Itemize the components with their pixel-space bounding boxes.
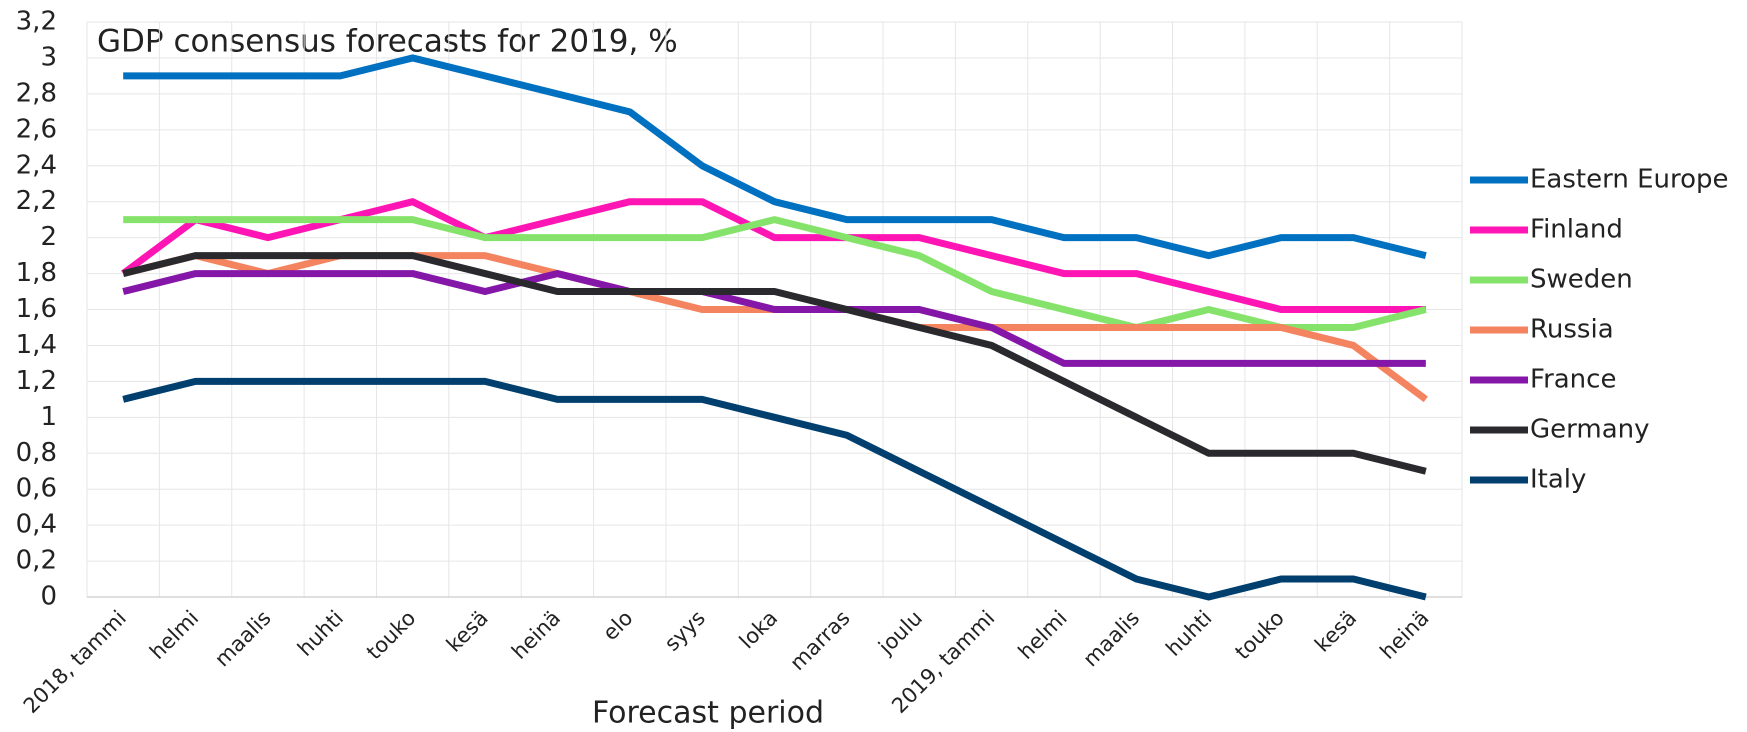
plot: 0 0,2 0,4 0,6 0,8 1 1,2 1,4 1,6 1,8 2 2,2 2,4 2,6 2,8 3… [16, 7, 1729, 718]
series-line [122, 270, 1426, 367]
legend-label: Eastern Europe [1530, 165, 1729, 195]
series-line [122, 252, 1428, 403]
y-tick-label: 0 [40, 582, 57, 612]
y-tick-label: 0,8 [16, 438, 57, 468]
legend-label: Finland [1530, 215, 1623, 245]
x-tick-label: helmi [145, 606, 203, 664]
x-tick-label: elo [598, 606, 637, 645]
x-tick-label: 2018, tammi [19, 606, 131, 718]
y-tick-label: 2,8 [16, 78, 57, 108]
x-tick-label: touko [362, 606, 420, 664]
x-tick-label: huhti [293, 606, 348, 661]
x-axis-title: Forecast period [592, 696, 824, 731]
chart-title: GDP consensus forecasts for 2019, % [97, 24, 678, 60]
x-tick-label: huhti [1161, 606, 1216, 661]
y-tick-label: 3 [40, 42, 57, 72]
y-tick-label: 2,6 [16, 114, 57, 144]
x-tick-label: syys [660, 606, 710, 656]
legend-label: France [1530, 365, 1616, 395]
legend-label: Sweden [1530, 265, 1633, 295]
legend-label: Russia [1530, 315, 1614, 345]
x-tick-label: joulu [873, 606, 927, 660]
y-tick-label: 1,2 [16, 366, 57, 396]
y-tick-label: 0,4 [16, 510, 57, 540]
y-tick-label: 1 [40, 402, 57, 432]
y-tick-label: 1,4 [16, 330, 57, 360]
series-line [123, 216, 1427, 331]
y-tick-label: 1,6 [16, 294, 57, 324]
x-tick-label: kesä [442, 606, 493, 657]
y-tick-label: 2,4 [16, 150, 57, 180]
y-tick-label: 2,2 [16, 186, 57, 216]
x-tick-label: heinä [507, 606, 565, 664]
y-tick-label: 3,2 [16, 7, 57, 37]
x-tick-label: maalis [1078, 606, 1144, 672]
x-tick-label: heinä [1375, 606, 1433, 664]
x-tick-label: loka [735, 606, 783, 654]
legend-label: Germany [1530, 415, 1650, 445]
y-tick-label: 1,8 [16, 258, 57, 288]
y-tick-label: 0,6 [16, 474, 57, 504]
series-line [123, 54, 1427, 260]
series-line [122, 377, 1427, 601]
y-tick-label: 0,2 [16, 546, 57, 576]
series-line [122, 252, 1427, 475]
x-tick-label: maalis [210, 606, 276, 672]
x-tick-label: touko [1230, 606, 1288, 664]
y-tick-label: 2 [40, 222, 57, 252]
x-tick-label: helmi [1014, 606, 1072, 664]
x-tick-label: marras [785, 606, 854, 675]
legend-label: Italy [1530, 465, 1586, 495]
x-tick-label: kesä [1310, 606, 1361, 657]
